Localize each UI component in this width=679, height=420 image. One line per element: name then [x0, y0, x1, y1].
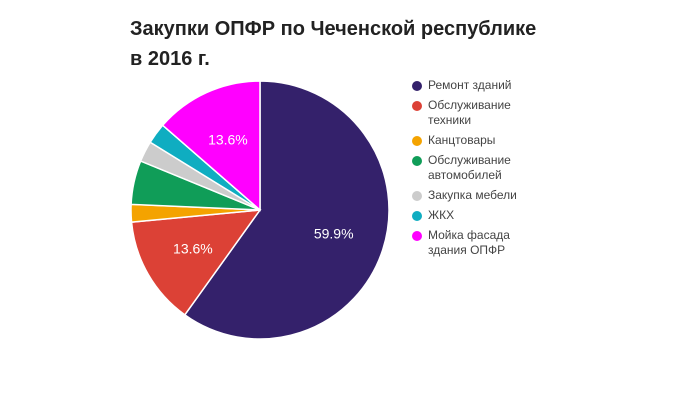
legend-swatch	[412, 136, 422, 146]
legend-swatch	[412, 101, 422, 111]
pie-slice-1	[130, 209, 262, 316]
legend-swatch	[412, 156, 422, 166]
legend-swatch	[412, 211, 422, 221]
legend-label: Ремонт зданий	[428, 78, 512, 92]
chart-title: Закупки ОПФР по Чеченской республике в 2…	[130, 18, 537, 70]
legend-label: Обслуживание автомобилей	[428, 153, 511, 182]
slice-data-label-6: 13.6%	[208, 132, 248, 148]
pie-slice-6	[161, 80, 261, 212]
legend-label: Мойка фасада здания ОПФР	[428, 228, 510, 257]
legend-item-5: ЖКХ	[412, 208, 562, 223]
legend-swatch	[412, 191, 422, 201]
legend-item-3: Обслуживание автомобилей	[412, 153, 562, 183]
legend-swatch	[412, 231, 422, 241]
slice-data-label-1: 13.6%	[173, 241, 213, 257]
legend-label: Канцтовары	[428, 133, 496, 147]
legend-label: Закупка мебели	[428, 188, 517, 202]
pie-slice-0	[183, 80, 390, 340]
legend-item-0: Ремонт зданий	[412, 78, 562, 93]
legend-label: ЖКХ	[428, 208, 455, 222]
legend-item-2: Канцтовары	[412, 133, 562, 148]
slice-data-label-0: 59.9%	[314, 226, 354, 242]
legend-item-4: Закупка мебели	[412, 188, 562, 203]
legend-item-6: Мойка фасада здания ОПФР	[412, 228, 562, 258]
legend: Ремонт зданий Обслуживание техники Канцтов…	[412, 78, 562, 263]
legend-swatch	[412, 81, 422, 91]
legend-item-1: Обслуживание техники	[412, 98, 562, 128]
legend-label: Обслуживание техники	[428, 98, 511, 127]
